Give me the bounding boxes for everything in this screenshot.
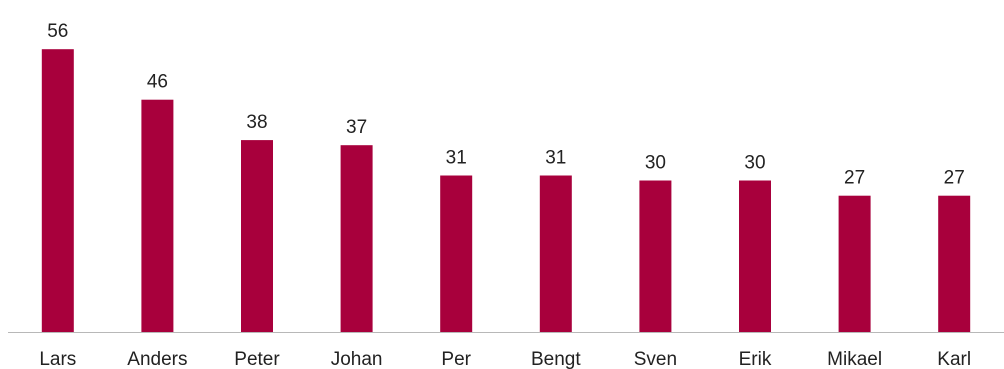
value-label-mikael: 27 — [844, 168, 865, 189]
value-label-bengt: 31 — [545, 148, 566, 169]
category-label-bengt: Bengt — [531, 349, 581, 369]
value-label-johan: 37 — [346, 117, 367, 138]
value-label-per: 31 — [446, 148, 467, 169]
value-label-peter: 38 — [246, 112, 267, 133]
bar-erik — [739, 180, 771, 332]
value-label-sven: 30 — [645, 153, 666, 174]
category-label-peter: Peter — [234, 349, 280, 369]
bar-lars — [41, 49, 74, 332]
bar-karl — [938, 195, 971, 332]
category-label-mikael: Mikael — [827, 349, 882, 369]
bar-bengt — [539, 175, 572, 332]
value-label-erik: 30 — [744, 153, 765, 174]
value-label-anders: 46 — [147, 72, 168, 93]
category-label-per: Per — [441, 349, 471, 369]
bar-johan — [340, 145, 373, 332]
category-label-sven: Sven — [634, 349, 677, 369]
bar-sven — [639, 180, 672, 332]
value-label-karl: 27 — [944, 168, 965, 189]
category-label-karl: Karl — [937, 349, 971, 369]
category-labels-layer: Lars Anders Peter Johan Per Bengt Sven Erik Mika… — [39, 349, 971, 369]
bar-mikael — [838, 195, 871, 332]
category-label-anders: Anders — [127, 349, 187, 369]
bar-anders — [141, 99, 174, 332]
category-label-erik: Erik — [739, 349, 772, 369]
bar-per — [440, 175, 473, 332]
value-label-lars: 56 — [47, 21, 68, 42]
value-labels-layer: 56 46 38 37 31 31 30 30 27 27 — [47, 21, 965, 189]
bars-layer — [41, 49, 971, 332]
category-label-lars: Lars — [39, 349, 76, 369]
bar-peter — [241, 140, 273, 332]
category-label-johan: Johan — [331, 349, 383, 369]
